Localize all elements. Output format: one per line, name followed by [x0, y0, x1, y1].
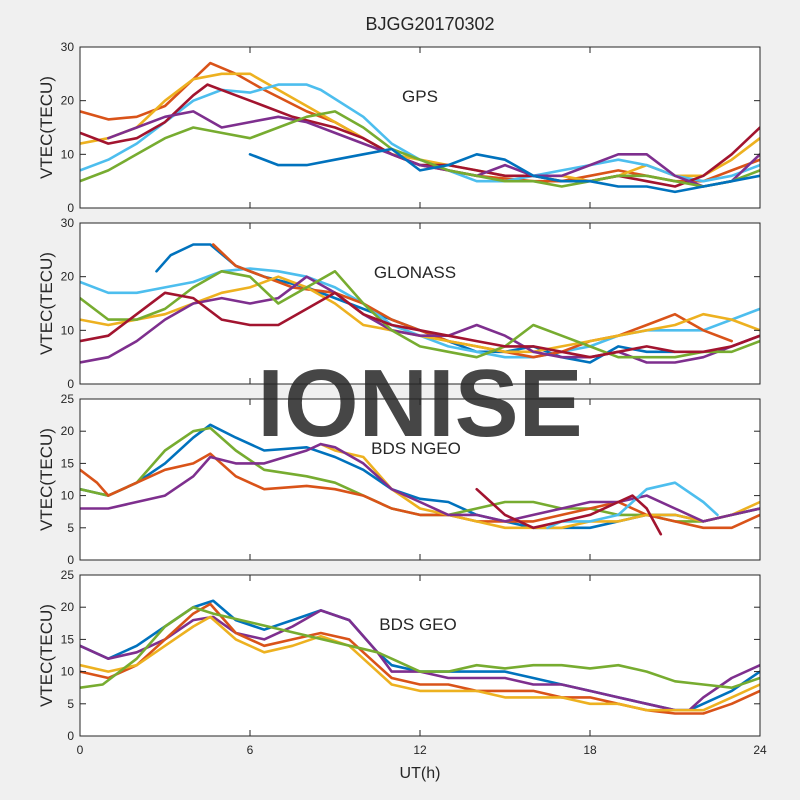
x-tick-label: 24 [753, 743, 767, 757]
y-tick-label: 20 [61, 600, 75, 614]
y-tick-label: 0 [67, 729, 74, 743]
y-tick-label: 0 [67, 201, 74, 215]
series-group [80, 599, 760, 715]
panel-label: BDS NGEO [371, 439, 461, 458]
y-tick-label: 30 [61, 216, 75, 230]
series-line-6 [80, 270, 760, 359]
series-line-6 [80, 110, 760, 188]
y-tick-label: 10 [61, 665, 75, 679]
y-tick-label: 10 [61, 147, 75, 161]
series-line-7 [475, 487, 663, 536]
y-tick-label: 0 [67, 377, 74, 391]
y-tick-label: 20 [61, 424, 75, 438]
y-axis-label: VTEC(TECU) [37, 252, 56, 355]
y-tick-label: 10 [61, 489, 75, 503]
series-group [80, 423, 760, 536]
panel-glonass: 0 10 20 30 VTEC(TECU) GLONASS [37, 216, 761, 391]
panel-label: GPS [402, 87, 438, 106]
panel-label: GLONASS [374, 263, 456, 282]
watermark-text: IONISE [257, 350, 582, 457]
y-axis-label: VTEC(TECU) [37, 428, 56, 531]
y-tick-label: 0 [67, 553, 74, 567]
y-axis-label: VTEC(TECU) [37, 76, 56, 179]
series-line-5 [80, 605, 760, 689]
y-tick-label: 10 [61, 323, 75, 337]
series-line-7 [80, 291, 760, 359]
x-tick-label: 0 [77, 743, 84, 757]
y-tick-label: 5 [67, 697, 74, 711]
series-group [80, 61, 760, 194]
subplots: 0 10 20 30 VTEC(TECU) GPS 0 10 20 30 VTEC(TECU) GLO… [37, 40, 767, 757]
series-line-7 [248, 147, 760, 194]
panel-bds-ngeo: 0 5 10 15 20 25 VTEC(TECU) BDS NGEO [37, 392, 761, 567]
y-tick-label: 30 [61, 40, 75, 54]
x-tick-label: 12 [413, 743, 427, 757]
y-tick-label: 5 [67, 521, 74, 535]
y-tick-label: 15 [61, 632, 75, 646]
series-line-4 [80, 615, 760, 712]
y-tick-label: 20 [61, 270, 75, 284]
panel-bds-geo: 0 5 10 15 20 25 VTEC(TECU) BDS GEO [37, 568, 761, 743]
series-line-5 [80, 442, 760, 523]
y-tick-label: 25 [61, 568, 75, 582]
series-group [80, 243, 760, 364]
y-tick-label: 20 [61, 94, 75, 108]
series-line-5 [80, 275, 760, 364]
y-tick-label: 15 [61, 456, 75, 470]
x-tick-label: 6 [247, 743, 254, 757]
x-tick-label: 18 [583, 743, 597, 757]
panel-gps: 0 10 20 30 VTEC(TECU) GPS [37, 40, 761, 215]
x-axis-label: UT(h) [400, 765, 441, 782]
figure-title: BJGG20170302 [365, 14, 494, 34]
plot-area [80, 399, 760, 560]
y-tick-label: 25 [61, 392, 75, 406]
series-line-3 [80, 452, 760, 530]
y-axis-label: VTEC(TECU) [37, 604, 56, 707]
panel-label: BDS GEO [379, 615, 456, 634]
